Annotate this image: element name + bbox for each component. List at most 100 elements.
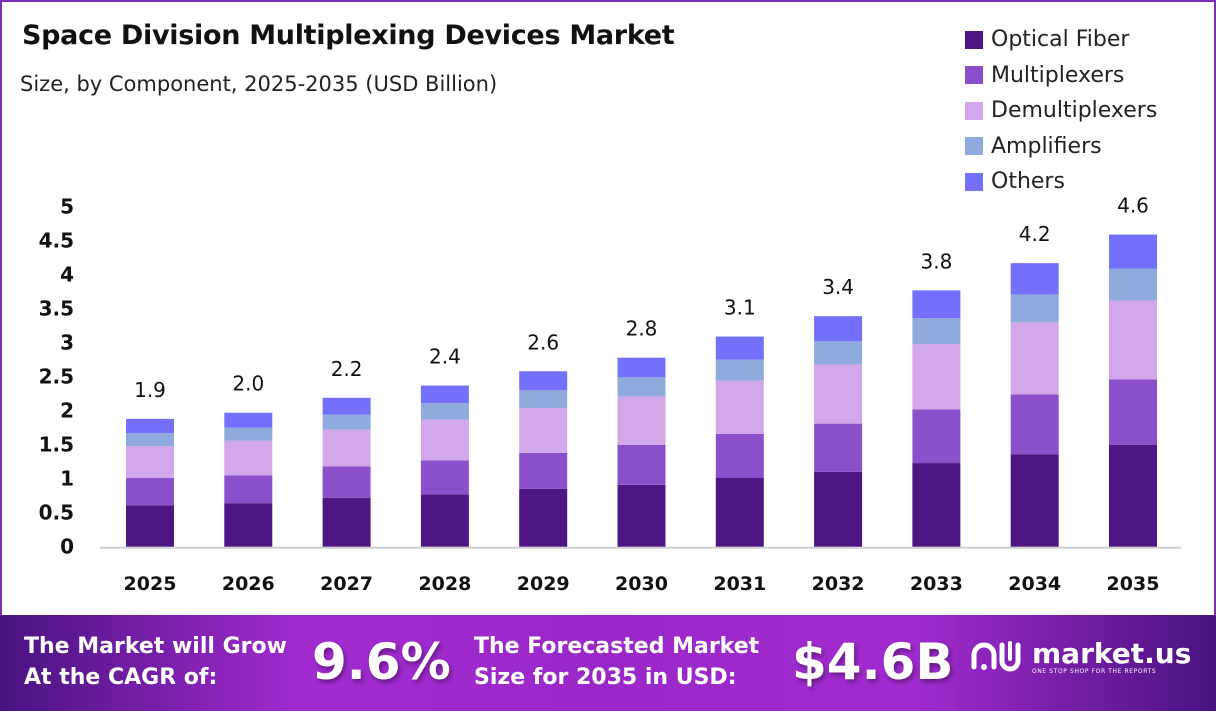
bar-segment-optical-fiber [322,497,371,547]
forecast-label-line2: Size for 2035 in USD: [474,665,737,690]
cagr-label-line2: At the CAGR of: [24,665,218,690]
total-label: 2.0 [232,372,264,396]
bar-segment-optical-fiber [617,484,666,547]
legend-item: Others [965,164,1157,200]
x-tick-label: 2033 [910,573,963,595]
bar-segment-demultiplexers [715,380,764,434]
bar-segment-others [912,290,961,319]
bar-segment-others [420,385,469,404]
bar-segment-optical-fiber [814,471,863,547]
y-tick-label: 2 [60,399,74,423]
chart-title: Space Division Multiplexing Devices Mark… [22,20,675,51]
bar-segment-multiplexers [224,475,273,504]
chart-subtitle: Size, by Component, 2025-2035 (USD Billi… [20,72,498,96]
bar-segment-multiplexers [1109,379,1157,445]
bar-segment-optical-fiber [715,478,764,547]
y-tick-label: 5 [60,195,74,219]
bar-segment-others [814,316,863,342]
bar-segment-amplifiers [322,414,371,430]
y-tick-label: 3 [60,331,74,355]
bar-segment-optical-fiber [126,505,174,547]
x-tick-label: 2028 [418,573,471,595]
legend-swatch [965,30,983,49]
bar-segment-amplifiers [814,341,863,365]
bar-segment-others [1010,263,1059,295]
bar-segment-others [126,418,174,434]
bar-segment-demultiplexers [322,429,371,467]
legend-label: Amplifiers [991,133,1102,159]
total-label: 2.8 [626,317,658,341]
bar-segment-optical-fiber [912,463,961,547]
total-label: 1.9 [134,378,166,402]
y-tick-label: 0.5 [39,501,74,525]
legend-swatch [965,137,983,156]
bar-segment-multiplexers [912,409,961,464]
forecast-label: The Forecasted Market Size for 2035 in U… [474,631,759,693]
x-tick-label: 2029 [517,573,570,595]
x-tick-label: 2026 [222,573,275,595]
logo-icon [971,641,1021,672]
legend-label: Demultiplexers [991,98,1158,124]
y-tick-label: 2.5 [39,365,74,389]
y-tick-label: 4.5 [39,229,74,253]
total-label: 3.1 [724,296,756,320]
y-tick-label: 3.5 [39,297,74,321]
forecast-value: $4.6B [792,633,954,691]
bar-segment-others [322,397,371,415]
footer-banner: The Market will Grow At the CAGR of: 9.6… [0,615,1216,711]
bar-segment-demultiplexers [519,407,568,453]
bar-segment-others [519,371,568,391]
bar-segment-amplifiers [715,359,764,381]
legend-item: Multiplexers [965,58,1157,94]
cagr-value: 9.6% [312,633,451,691]
total-label: 4.6 [1117,194,1149,218]
total-label: 3.8 [920,249,952,273]
x-tick-label: 2035 [1107,573,1160,595]
bar-segment-amplifiers [1010,294,1059,323]
bar-segment-amplifiers [224,427,273,441]
total-label: 2.2 [331,357,363,381]
bar-segment-optical-fiber [420,494,469,547]
cagr-label: The Market will Grow At the CAGR of: [24,631,287,693]
legend-item: Optical Fiber [965,22,1157,58]
y-tick-label: 1.5 [39,433,74,457]
logo-wordmark: market.us [1032,636,1192,670]
legend-label: Optical Fiber [991,27,1130,53]
bar-segment-demultiplexers [814,364,863,424]
bar-segment-others [224,412,273,428]
market-us-logo: market.us ONE STOP SHOP FOR THE REPORTS [970,637,1191,677]
y-tick-label: 0 [60,535,74,559]
legend-swatch [965,172,983,191]
bar-segment-amplifiers [126,433,174,447]
legend-item: Amplifiers [965,129,1157,165]
bar-segment-demultiplexers [420,419,469,461]
x-tick-label: 2025 [124,573,177,595]
bar-segment-multiplexers [715,433,764,479]
x-tick-label: 2030 [615,573,668,595]
bar-segment-demultiplexers [1109,300,1157,380]
bar-segment-optical-fiber [224,503,273,547]
bar-segment-amplifiers [420,403,469,420]
bar-segment-multiplexers [420,460,469,495]
legend-label: Multiplexers [991,62,1125,88]
legend-item: Demultiplexers [965,93,1157,129]
legend-label: Others [991,169,1065,195]
bar-segment-multiplexers [519,452,568,489]
bar-segment-amplifiers [1109,268,1157,301]
total-label: 2.4 [429,345,461,369]
bar-segment-demultiplexers [912,344,961,410]
legend-swatch [965,101,983,120]
bar-segment-demultiplexers [1010,322,1059,395]
bar-segment-amplifiers [617,377,666,397]
bar-segment-others [1109,234,1157,269]
bar-segment-amplifiers [519,390,568,408]
bar-segment-demultiplexers [224,440,273,476]
bar-segment-multiplexers [814,423,863,472]
bar-segment-optical-fiber [1109,444,1157,547]
legend-swatch [965,66,983,85]
bar-segment-multiplexers [322,466,371,498]
bar-segment-multiplexers [126,478,174,506]
x-tick-label: 2032 [812,573,865,595]
bar-segment-demultiplexers [617,396,666,445]
chart-frame [0,0,1216,617]
